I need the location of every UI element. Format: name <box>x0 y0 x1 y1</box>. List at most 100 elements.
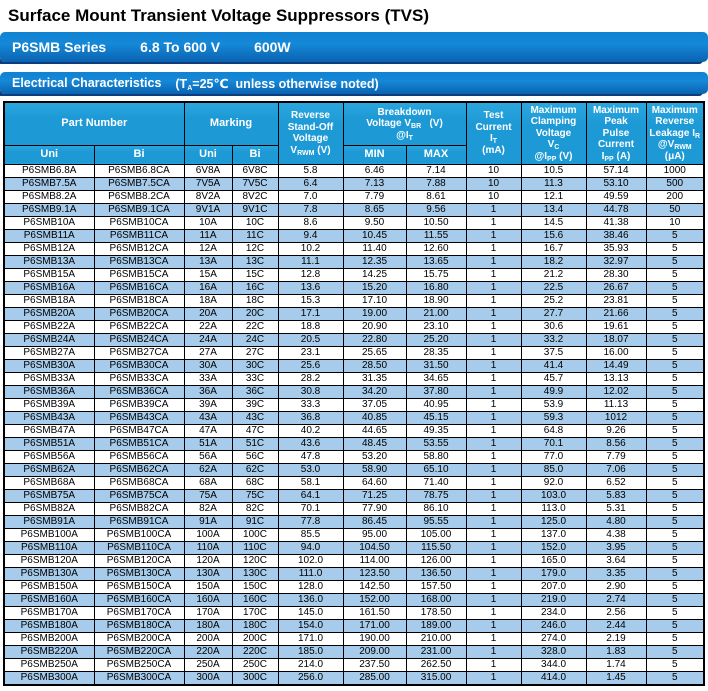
cell-part-uni: P6SMB15A <box>3 267 95 282</box>
cell-part-bi: P6SMB120CA <box>93 553 185 568</box>
cell-marking-uni: 250A <box>183 657 233 672</box>
section-title: Electrical Characteristics <box>12 76 162 90</box>
cell-part-bi: P6SMB110CA <box>93 540 185 555</box>
cell-part-uni: P6SMB82A <box>3 501 95 516</box>
cell-vbr-max: 40.95 <box>405 397 467 412</box>
cell-ir: 5 <box>645 670 705 685</box>
cell-vrwm: 30.8 <box>277 384 344 399</box>
cell-vbr-max: 45.15 <box>405 410 467 425</box>
cell-marking-bi: 180C <box>231 618 279 633</box>
cell-part-bi: P6SMB8.2CA <box>93 189 185 204</box>
cell-marking-bi: 150C <box>231 579 279 594</box>
cell-marking-uni: 12A <box>183 241 233 256</box>
cell-vc: 21.2 <box>520 267 587 282</box>
cell-test-current: 1 <box>465 449 522 464</box>
cell-marking-bi: 16C <box>231 280 279 295</box>
cell-ipp: 19.61 <box>585 319 647 334</box>
cell-vbr-min: 171.00 <box>342 618 407 633</box>
cell-vc: 64.8 <box>520 423 587 438</box>
cell-test-current: 1 <box>465 462 522 477</box>
cell-vrwm: 111.0 <box>277 566 344 581</box>
cell-marking-bi: 110C <box>231 540 279 555</box>
cell-part-uni: P6SMB200A <box>3 631 95 646</box>
cell-test-current: 10 <box>465 163 522 178</box>
cell-vbr-min: 86.45 <box>342 514 407 529</box>
table-row: P6SMB7.5A P6SMB7.5CA 7V5A 7V5C 6.4 7.13 7.88 10… <box>3 176 705 191</box>
cell-vbr-min: 11.40 <box>342 241 407 256</box>
cell-part-bi: P6SMB33CA <box>93 371 185 386</box>
cell-marking-uni: 18A <box>183 293 233 308</box>
cell-test-current: 1 <box>465 267 522 282</box>
cell-ir: 5 <box>645 358 705 373</box>
cell-vbr-min: 19.00 <box>342 306 407 321</box>
cell-test-current: 1 <box>465 215 522 230</box>
cell-ipp: 4.80 <box>585 514 647 529</box>
cell-part-uni: P6SMB22A <box>3 319 95 334</box>
cell-ipp: 2.44 <box>585 618 647 633</box>
cell-ir: 5 <box>645 553 705 568</box>
cell-vc: 16.7 <box>520 241 587 256</box>
cell-ir: 1000 <box>645 163 705 178</box>
cell-marking-uni: 11A <box>183 228 233 243</box>
cell-vc: 179.0 <box>520 566 587 581</box>
cell-part-bi: P6SMB12CA <box>93 241 185 256</box>
cell-marking-bi: 8V2C <box>231 189 279 204</box>
cell-vrwm: 5.8 <box>277 163 344 178</box>
cell-part-uni: P6SMB30A <box>3 358 95 373</box>
cell-ipp: 13.13 <box>585 371 647 386</box>
cell-marking-bi: 82C <box>231 501 279 516</box>
cell-part-uni: P6SMB160A <box>3 592 95 607</box>
table-row: P6SMB91A P6SMB91CA 91A 91C 77.8 86.45 95.55 1 12… <box>3 514 705 529</box>
cell-ipp: 3.95 <box>585 540 647 555</box>
cell-marking-uni: 300A <box>183 670 233 685</box>
cell-part-uni: P6SMB36A <box>3 384 95 399</box>
cell-vbr-min: 7.79 <box>342 189 407 204</box>
table-body: P6SMB6.8A P6SMB6.8CA 6V8A 6V8C 5.8 6.46 7.14 10… <box>3 163 705 685</box>
cell-vrwm: 7.8 <box>277 202 344 217</box>
cell-test-current: 1 <box>465 540 522 555</box>
cell-marking-uni: 43A <box>183 410 233 425</box>
col-marking-uni: Uni <box>183 144 233 165</box>
cell-test-current: 1 <box>465 306 522 321</box>
cell-ir: 5 <box>645 527 705 542</box>
cell-part-uni: P6SMB150A <box>3 579 95 594</box>
cell-ir: 50 <box>645 202 705 217</box>
cell-marking-uni: 27A <box>183 345 233 360</box>
cell-vbr-min: 53.20 <box>342 449 407 464</box>
cell-ir: 5 <box>645 371 705 386</box>
cell-part-bi: P6SMB47CA <box>93 423 185 438</box>
cell-marking-uni: 62A <box>183 462 233 477</box>
cell-part-uni: P6SMB20A <box>3 306 95 321</box>
col-peak-pulse-current: Maximum Peak Pulse Current IPP (A) <box>585 101 647 165</box>
cell-part-uni: P6SMB120A <box>3 553 95 568</box>
cell-vrwm: 15.3 <box>277 293 344 308</box>
cell-part-bi: P6SMB68CA <box>93 475 185 490</box>
cell-ir: 500 <box>645 176 705 191</box>
cell-vbr-max: 115.50 <box>405 540 467 555</box>
cell-marking-uni: 75A <box>183 488 233 503</box>
cell-vrwm: 53.0 <box>277 462 344 477</box>
cell-vbr-max: 34.65 <box>405 371 467 386</box>
cell-test-current: 1 <box>465 670 522 685</box>
cell-vrwm: 23.1 <box>277 345 344 360</box>
cell-vbr-max: 95.55 <box>405 514 467 529</box>
cell-part-bi: P6SMB27CA <box>93 345 185 360</box>
cell-test-current: 1 <box>465 618 522 633</box>
cell-vbr-min: 37.05 <box>342 397 407 412</box>
cell-vc: 18.2 <box>520 254 587 269</box>
series-power-rating: 600W <box>254 39 291 55</box>
cell-marking-bi: 13C <box>231 254 279 269</box>
cell-ipp: 49.59 <box>585 189 647 204</box>
table-row: P6SMB33A P6SMB33CA 33A 33C 28.2 31.35 34.65 1 45… <box>3 371 705 386</box>
cell-ipp: 35.93 <box>585 241 647 256</box>
cell-vbr-max: 58.80 <box>405 449 467 464</box>
cell-part-bi: P6SMB22CA <box>93 319 185 334</box>
series-banner: P6SMB Series 6.8 To 600 V 600W <box>0 32 708 62</box>
table-row: P6SMB10A P6SMB10CA 10A 10C 8.6 9.50 10.50 1 14.5… <box>3 215 705 230</box>
cell-vbr-min: 17.10 <box>342 293 407 308</box>
cell-vc: 152.0 <box>520 540 587 555</box>
cell-ipp: 6.52 <box>585 475 647 490</box>
table-row: P6SMB170A P6SMB170CA 170A 170C 145.0 161.50 17… <box>3 605 705 620</box>
col-test-current: Test Current IT (mA) <box>465 101 522 165</box>
cell-ir: 5 <box>645 267 705 282</box>
